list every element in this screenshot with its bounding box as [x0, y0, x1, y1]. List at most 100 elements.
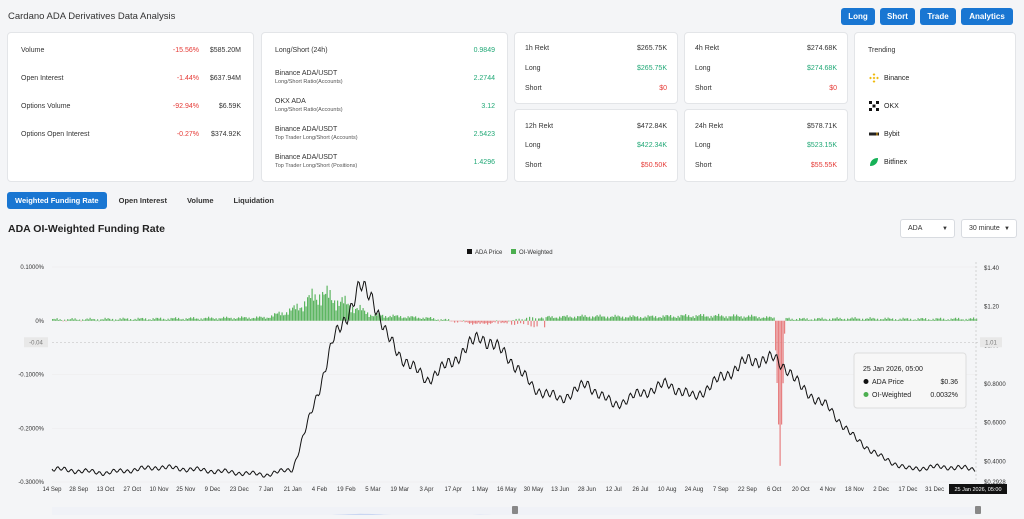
funding-bar: [803, 317, 805, 321]
x-tick-label: 28 Sep: [69, 487, 89, 493]
funding-bar: [133, 319, 135, 321]
ratio-value: 1.4296: [473, 159, 495, 166]
tab-volume[interactable]: Volume: [186, 196, 214, 205]
funding-bar: [800, 318, 802, 321]
funding-bar: [154, 319, 156, 321]
funding-bar: [245, 317, 247, 321]
funding-bar: [397, 315, 399, 321]
funding-bar: [389, 315, 391, 321]
long-short-card: Long/Short (24h) 0.9849 Binance ADA/USDT L…: [261, 32, 508, 182]
funding-rate-chart[interactable]: ADA Price OI-Weighted 0.1000% 0% -0.1000% -0.…: [0, 245, 1024, 515]
funding-bar: [853, 318, 855, 321]
funding-bar: [395, 315, 397, 321]
funding-bar: [356, 308, 358, 321]
funding-bar: [220, 318, 222, 321]
coin-select[interactable]: ADA ▼: [900, 219, 955, 238]
funding-bar: [179, 319, 181, 321]
funding-bar: [530, 320, 532, 327]
funding-bar: [814, 318, 816, 321]
funding-bar: [650, 315, 652, 321]
x-tick-label: 1 May: [472, 487, 488, 493]
trending-item-bitfinex[interactable]: Bitfinex: [869, 157, 907, 167]
funding-bar: [113, 320, 115, 322]
funding-bar: [889, 318, 891, 321]
funding-bar: [383, 317, 385, 321]
funding-bar: [637, 316, 639, 321]
stat-value: $585.20M: [209, 47, 241, 54]
x-tick-label: 16 May: [497, 487, 517, 493]
interval-select[interactable]: 30 minute ▼: [961, 219, 1017, 238]
rekt-title: 24h Rekt: [695, 123, 724, 130]
funding-bar: [842, 319, 844, 321]
tab-weighted-funding-rate[interactable]: Weighted Funding Rate: [7, 192, 107, 209]
funding-bar: [716, 315, 718, 321]
left-marker-label: -0.04: [29, 340, 43, 346]
funding-bar: [326, 285, 328, 321]
funding-bar: [752, 316, 754, 321]
funding-bar: [58, 319, 60, 321]
funding-bar: [598, 316, 600, 321]
funding-bar: [95, 320, 97, 322]
funding-bar: [199, 319, 201, 321]
funding-bar: [130, 319, 132, 321]
funding-bar: [175, 317, 177, 321]
funding-bar: [514, 320, 516, 325]
funding-bar: [172, 318, 174, 321]
funding-bar: [740, 316, 742, 321]
funding-bar: [401, 318, 403, 321]
funding-bar: [392, 314, 394, 321]
ratio-sublabel: Top Trader Long/Short (Accounts): [275, 135, 358, 141]
funding-bar: [794, 319, 796, 321]
funding-bar: [470, 320, 472, 323]
funding-bar: [143, 319, 145, 321]
funding-bar: [422, 317, 424, 321]
funding-bar: [973, 317, 975, 321]
trending-item-bybit[interactable]: Bybit: [869, 129, 900, 139]
x-tick-label: 9 Dec: [205, 487, 221, 493]
funding-bar: [457, 320, 459, 323]
funding-bar: [544, 320, 546, 328]
funding-bar: [781, 320, 783, 425]
funding-bar: [428, 317, 430, 321]
trending-label: Bybit: [884, 130, 900, 138]
trade-button[interactable]: Trade: [920, 8, 956, 25]
funding-bar: [506, 320, 508, 324]
funding-bar: [952, 319, 954, 321]
short-button[interactable]: Short: [880, 8, 915, 25]
tab-liquidation[interactable]: Liquidation: [233, 196, 274, 205]
funding-bar: [662, 315, 664, 321]
funding-bar: [704, 316, 706, 321]
trending-label: Binance: [884, 74, 910, 82]
funding-bar: [404, 317, 406, 321]
funding-bar: [812, 320, 814, 321]
navigator-handle-right[interactable]: [975, 506, 981, 514]
funding-bar: [587, 317, 589, 321]
funding-bar: [400, 316, 402, 321]
rekt-title: 4h Rekt: [695, 45, 720, 52]
x-tick-label: 6 Oct: [767, 487, 782, 493]
trending-item-okx[interactable]: OKX: [869, 101, 899, 111]
funding-bar: [626, 317, 628, 321]
funding-bar: [223, 316, 225, 321]
funding-bar: [308, 295, 310, 321]
funding-bar: [184, 320, 186, 321]
funding-bar: [137, 317, 139, 321]
funding-bar: [410, 316, 412, 321]
funding-bar: [950, 318, 952, 321]
funding-bar: [307, 297, 309, 321]
funding-bar: [851, 317, 853, 321]
navigator-handle-left[interactable]: [512, 506, 518, 514]
funding-bar: [178, 317, 180, 321]
funding-bar: [676, 317, 678, 321]
trending-item-binance[interactable]: Binance: [869, 73, 909, 83]
funding-bar: [647, 315, 649, 321]
funding-bar: [80, 320, 82, 322]
funding-bar: [388, 317, 390, 321]
analytics-button[interactable]: Analytics: [961, 8, 1013, 25]
x-tick-label: 21 Jan: [284, 487, 302, 493]
funding-bar: [925, 318, 927, 321]
long-button[interactable]: Long: [841, 8, 875, 25]
tab-open-interest[interactable]: Open Interest: [118, 196, 167, 205]
funding-bar: [967, 319, 969, 321]
y-right-tick-label: $0.8000: [984, 382, 1006, 388]
